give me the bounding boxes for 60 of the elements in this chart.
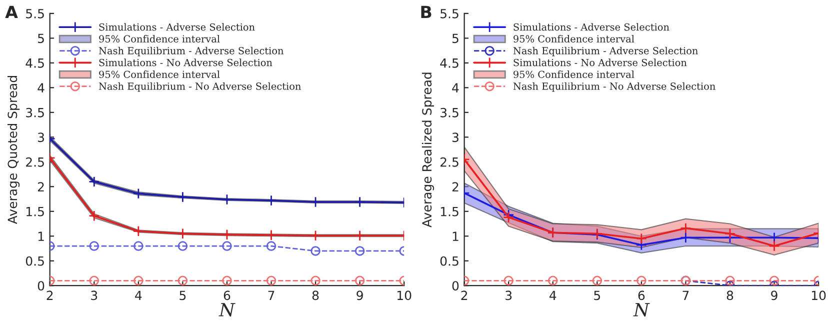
y-tick-label: 3 <box>452 132 458 142</box>
y-axis-title: Average Quoted Spread <box>7 76 20 224</box>
x-tick-label: 9 <box>771 290 778 300</box>
x-tick-label: 2 <box>461 290 468 300</box>
y-tick-label: 4 <box>38 83 44 92</box>
x-tick-label: 6 <box>638 290 645 300</box>
y-tick-label: 1.5 <box>440 207 458 216</box>
y-tick-label: 0 <box>38 281 44 291</box>
text: A <box>5 6 18 18</box>
y-tick-label: 0 <box>452 281 459 291</box>
x-tick-label: 8 <box>312 290 319 300</box>
y-tick-label: 3.5 <box>440 108 458 118</box>
x-tick-label: 3 <box>91 290 98 300</box>
x-tick-label: 10 <box>398 290 412 300</box>
x-tick-label: 4 <box>550 290 556 300</box>
x-tick-label: 7 <box>682 290 689 300</box>
y-tick-label: 2.5 <box>440 157 458 167</box>
y-tick-label: 5.5 <box>440 9 458 18</box>
y-tick-label: 1 <box>452 232 458 241</box>
y-tick-label: 4.5 <box>440 58 458 68</box>
x-axis-title: N <box>633 303 650 317</box>
annotation: 95% Confidence interval <box>99 35 220 43</box>
y-tick-label: 2.5 <box>26 157 44 167</box>
x-tick-label: 8 <box>726 290 734 300</box>
x-tick-label: 6 <box>224 290 230 300</box>
legend-label: Simulations - Adverse Selection <box>514 23 670 31</box>
x-tick-label: 5 <box>594 290 600 300</box>
legend-label: Simulations - No Adverse Selection <box>514 58 687 66</box>
x-tick-label: 9 <box>356 290 363 300</box>
text: B <box>421 6 432 18</box>
x-tick-label: 10 <box>812 290 826 300</box>
y-tick-label: 5 <box>452 34 458 44</box>
x-tick-label: 2 <box>46 290 53 300</box>
y-tick-label: 0.5 <box>440 256 458 266</box>
x-axis-title: N <box>218 303 236 317</box>
y-axis-title: Average Realized Spread <box>422 72 434 228</box>
x-tick-label: 5 <box>180 290 186 300</box>
y-tick-label: 3.5 <box>26 108 44 118</box>
legend-label: Nash Equilibrium - No Adverse Selection <box>98 82 301 92</box>
y-tick-label: 5 <box>38 34 44 44</box>
y-tick-label: 5.5 <box>26 9 44 18</box>
y-tick-label: 2 <box>452 182 458 192</box>
y-tick-label: 2 <box>38 182 44 192</box>
text: 95% Confidence interval <box>514 70 634 78</box>
x-tick-label: 7 <box>268 290 274 300</box>
x-tick-label: 4 <box>135 290 142 300</box>
legend-label: Simulations - Adverse Selection <box>99 23 255 31</box>
legend-label: Nash Equilibrium - Adverse Selection <box>98 46 284 56</box>
legend-label: Nash Equilibrium - Adverse Selection <box>513 46 698 56</box>
text: 95% Confidence interval <box>99 70 220 78</box>
y-tick-label: 0.5 <box>26 256 44 266</box>
y-tick-label: 1 <box>38 232 44 241</box>
y-tick-label: 1.5 <box>26 207 44 216</box>
x-tick-label: 3 <box>506 290 512 300</box>
legend-label: Nash Equilibrium - No Adverse Selection <box>513 82 716 92</box>
annotation: 95% Confidence interval <box>514 35 634 43</box>
legend-label: Simulations - No Adverse Selection <box>99 58 272 66</box>
y-tick-label: 4.5 <box>26 58 44 68</box>
y-tick-label: 3 <box>38 132 44 142</box>
y-tick-label: 4 <box>452 83 459 92</box>
